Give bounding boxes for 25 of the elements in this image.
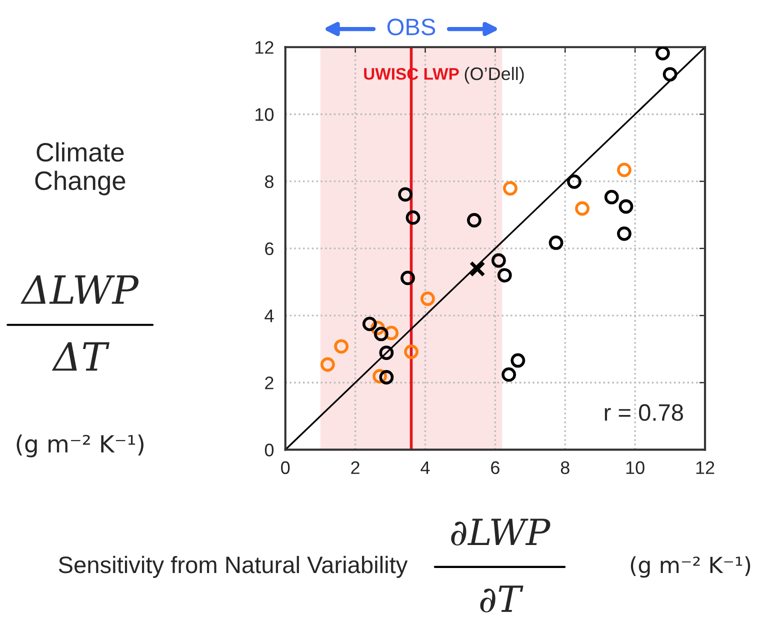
y-tick-label: 8	[264, 175, 274, 188]
text: ∂LWP	[451, 518, 550, 546]
y-tick-label: 12	[256, 41, 274, 54]
text: ΔLWP	[20, 275, 138, 304]
y-tick-label: 0	[264, 444, 274, 456]
x-axis-title: Sensitivity from Natural Variability	[58, 556, 408, 578]
x-tick-label: 10	[626, 461, 644, 474]
x-tick-label: 4	[420, 461, 430, 474]
x-tick-label: 2	[351, 461, 360, 474]
text: ∂T	[480, 586, 524, 612]
text: ΔT	[52, 342, 110, 371]
y-axis-title: Climate Change	[35, 142, 126, 196]
x-tick-label: 8	[560, 461, 570, 474]
band-label: OBS	[387, 18, 436, 36]
y-tick-label: 10	[256, 108, 274, 121]
x-tick-label: 12	[696, 461, 714, 474]
y-tick-label: 4	[264, 310, 274, 322]
text: (g m⁻² K⁻¹)	[630, 556, 750, 578]
annotation: (O’Dell)	[464, 66, 524, 84]
annotation: r = 0.78	[604, 404, 684, 421]
y-tick-label: 2	[265, 376, 274, 390]
x-tick-label: 0	[281, 461, 290, 474]
y-tick-label: 6	[265, 242, 274, 256]
x-tick-label: 6	[491, 461, 500, 474]
text: (g m⁻² K⁻¹)	[16, 434, 144, 458]
